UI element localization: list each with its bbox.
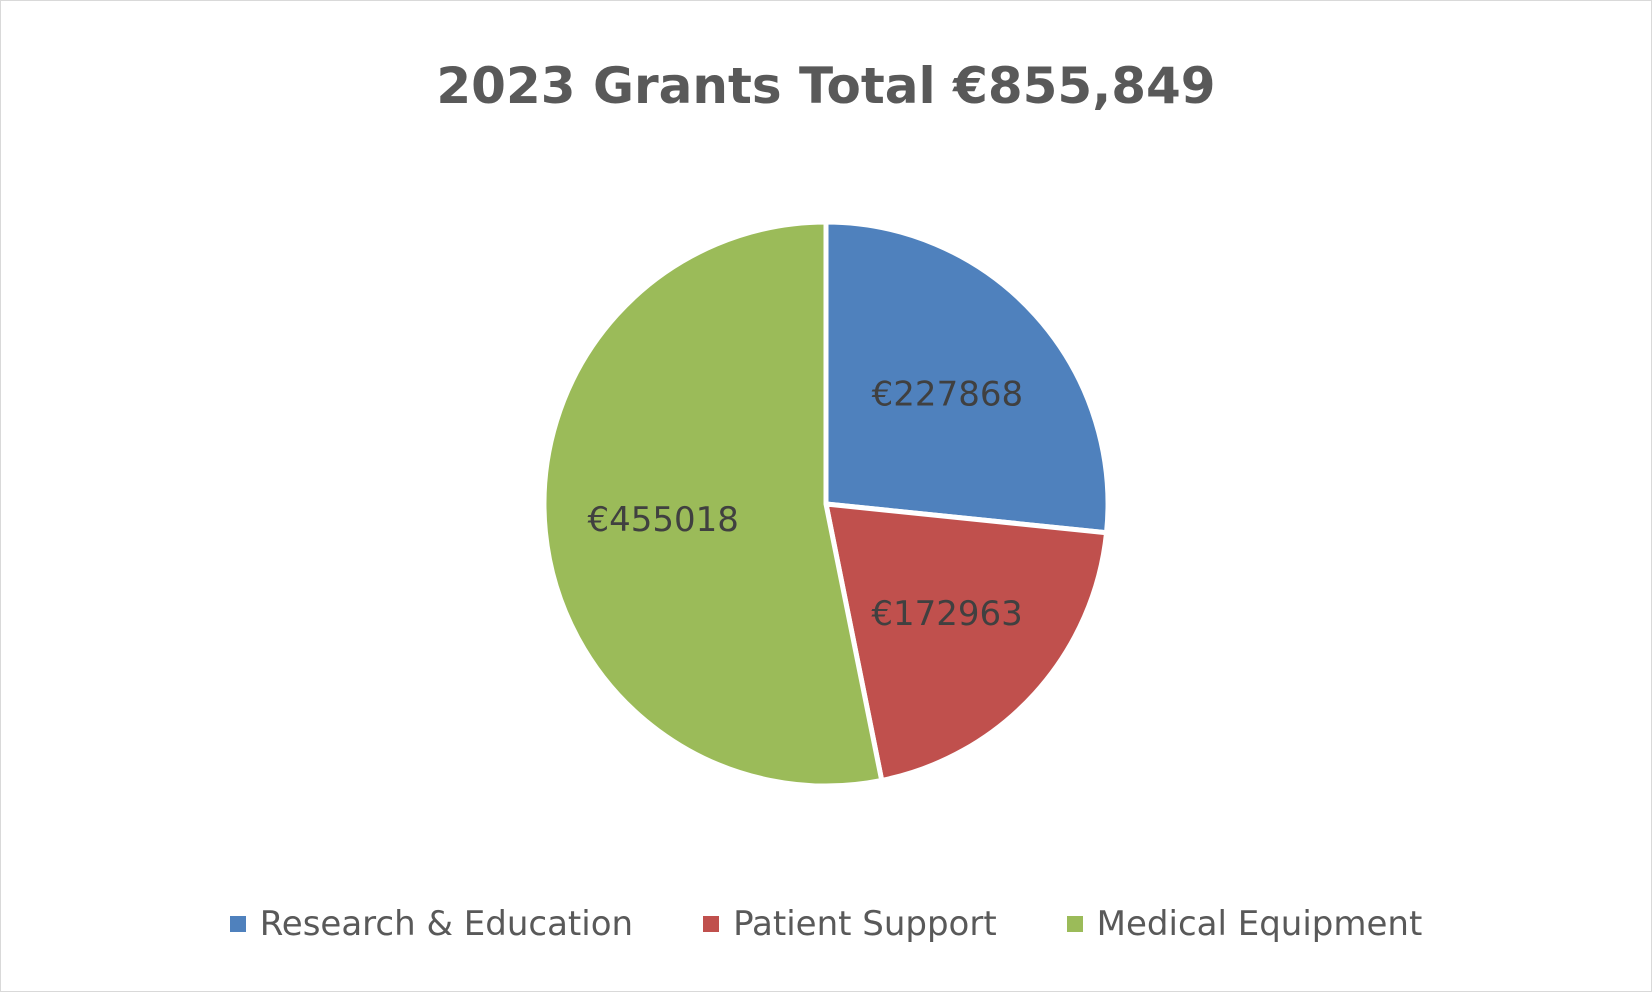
- legend: Research & Education Patient Support Med…: [0, 898, 1652, 950]
- pie-slice-research-education: [823, 219, 1111, 536]
- legend-swatch-medical-equipment: [1066, 916, 1083, 932]
- legend-label: Patient Support: [733, 904, 997, 944]
- data-label-patient-support: €172963: [871, 594, 1022, 634]
- legend-label: Medical Equipment: [1096, 904, 1423, 944]
- data-label-medical-equipment: €455018: [588, 500, 739, 540]
- legend-item-research-education: Research & Education: [229, 904, 634, 944]
- legend-item-patient-support: Patient Support: [703, 904, 997, 944]
- pie-slice-patient-support: [823, 501, 1110, 783]
- pie-slice-medical-equipment: [541, 219, 885, 789]
- legend-swatch-research-education: [229, 916, 246, 932]
- legend-swatch-patient-support: [703, 916, 720, 932]
- legend-label: Research & Education: [259, 904, 634, 944]
- chart-title: 2023 Grants Total €855,849: [436, 57, 1216, 115]
- legend-item-medical-equipment: Medical Equipment: [1066, 904, 1423, 944]
- data-label-research-education: €227868: [872, 374, 1023, 414]
